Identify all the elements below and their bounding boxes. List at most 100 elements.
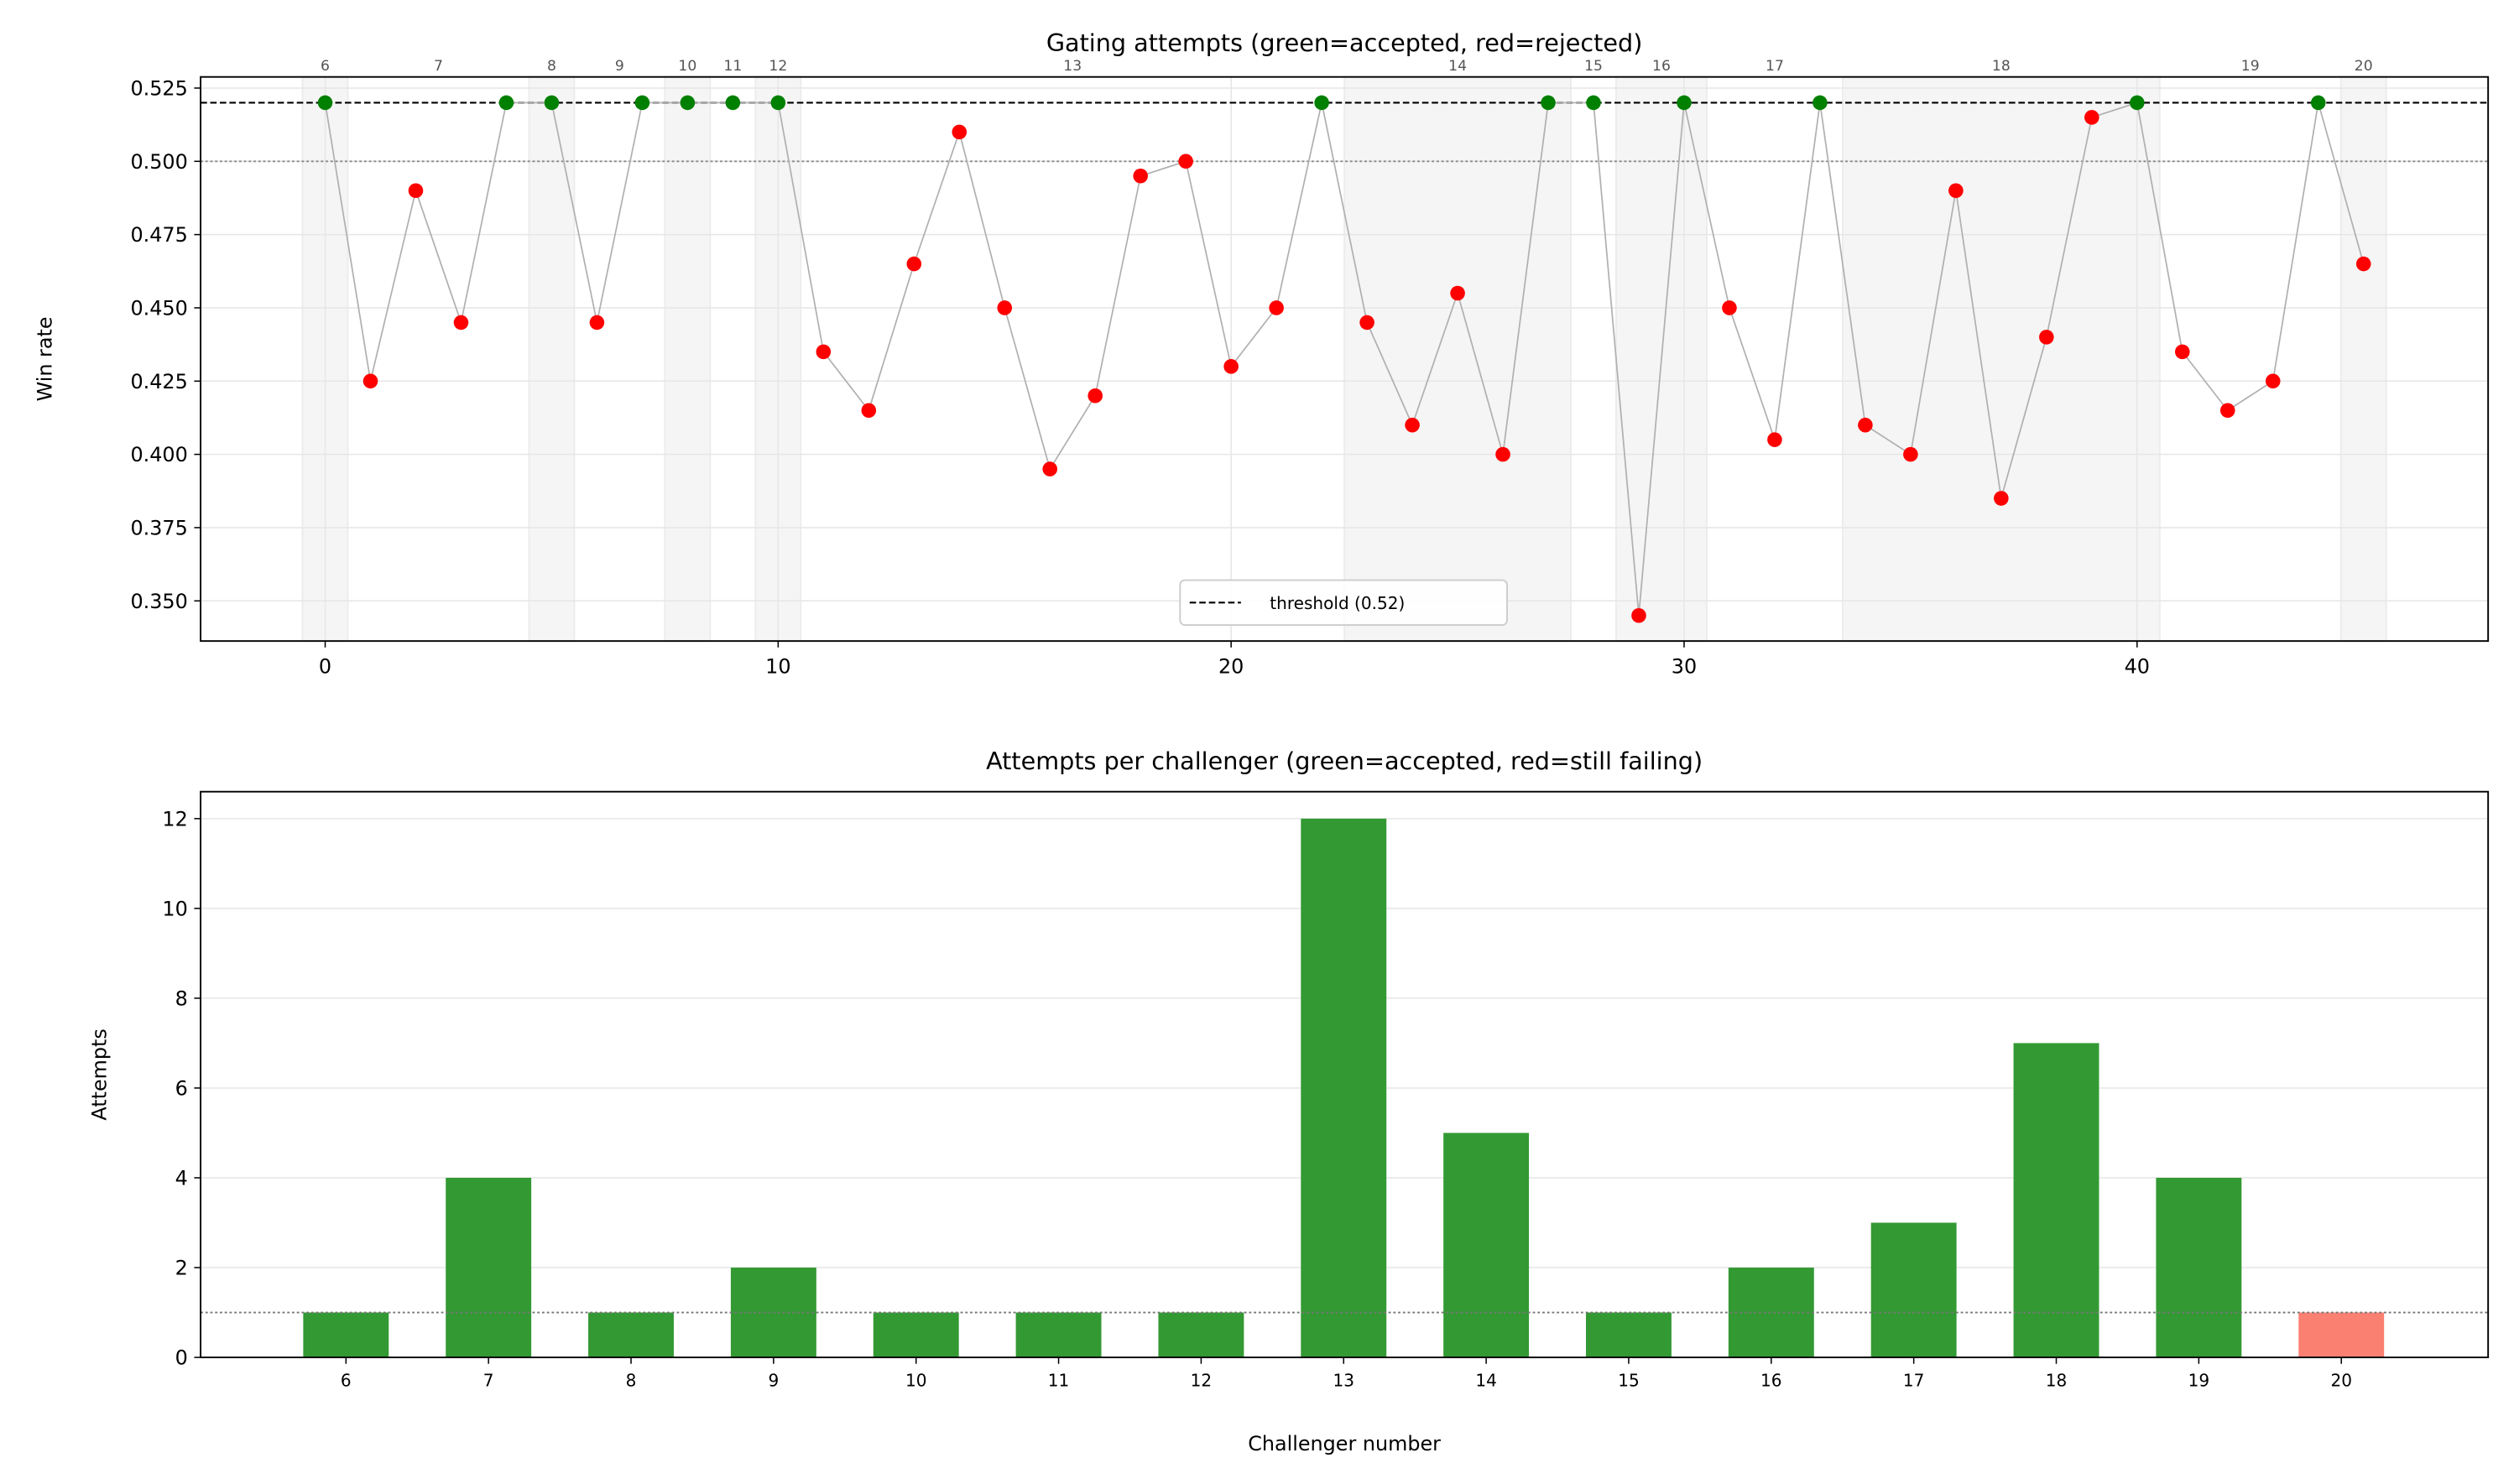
challenger-span-shade [2339,76,2387,643]
x-tick-label: 6 [341,1370,352,1390]
x-tick-label: 40 [2125,654,2150,678]
bar-challenger-7 [446,1177,532,1358]
rejected-point [1722,300,1737,315]
x-tick-label: 12 [1191,1370,1213,1390]
bar-challenger-20 [2298,1312,2385,1358]
x-tick-label: 14 [1475,1370,1497,1390]
rejected-point [1178,154,1193,169]
accepted-point [544,95,560,111]
bar-challenger-12 [1158,1312,1244,1358]
rejected-point [1948,183,1964,199]
x-tick-label: 10 [905,1370,927,1390]
challenger-span-shade [528,76,576,643]
challenger-span-label: 16 [1652,58,1671,75]
y-tick-label: 0.425 [130,370,187,393]
rejected-point [408,183,424,199]
rejected-point [2174,344,2190,360]
y-tick-label: 0.475 [130,223,187,247]
rejected-point [952,124,968,140]
challenger-span-label: 12 [769,58,787,75]
accepted-point [1586,95,1601,111]
rejected-point [861,403,877,419]
challenger-span-label: 8 [547,58,556,75]
attempt-line [324,102,2365,616]
challenger-span-label: 14 [1448,58,1467,75]
rejected-point [1133,168,1148,184]
x-tick-label: 11 [1048,1370,1070,1390]
challenger-span-label: 19 [2241,58,2260,75]
rejected-point [1223,359,1239,374]
y-tick-label: 0.375 [130,517,187,540]
legend-box [1179,579,1508,626]
x-tick-label: 18 [2046,1370,2068,1390]
challenger-span-shade [1841,76,2161,643]
x-tick-label: 20 [2330,1370,2352,1390]
rejected-point [1631,607,1646,623]
challenger-span-label: 18 [1992,58,2011,75]
accepted-point [498,95,514,111]
accepted-point [1541,95,1556,111]
challenger-span-shade [1343,76,1572,643]
rejected-point [1359,315,1374,331]
x-tick-label: 16 [1760,1370,1782,1390]
challenger-span-label: 10 [678,58,696,75]
y-tick-label: 0.525 [130,77,187,101]
rejected-point [906,256,922,272]
y-tick-label: 0 [175,1346,188,1370]
rejected-point [1450,285,1465,301]
x-tick-label: 0 [319,654,331,678]
accepted-point [1677,95,1692,111]
bar-challenger-16 [1728,1268,1814,1358]
x-tick-label: 19 [2188,1370,2210,1390]
rejected-point [2219,403,2235,419]
rejected-point [816,344,832,360]
x-tick-label: 30 [1672,654,1697,678]
rejected-point [1269,300,1284,315]
accepted-point [680,95,696,111]
challenger-span-label: 11 [723,58,742,75]
x-tick-label: 13 [1333,1370,1355,1390]
bar-challenger-15 [1586,1312,1672,1358]
rejected-point [1767,432,1782,447]
bar-challenger-8 [588,1312,674,1358]
y-tick-label: 0.450 [130,297,187,320]
y-tick-label: 8 [175,987,188,1011]
y-tick-label: 10 [162,897,187,920]
rejected-point [2084,110,2099,125]
accepted-point [317,95,333,111]
bar-challenger-18 [2013,1043,2099,1358]
rejected-point [362,373,378,389]
rejected-point [2355,256,2371,272]
accepted-point [2310,95,2326,111]
rejected-point [1858,417,1873,433]
challenger-span-label: 17 [1766,58,1784,75]
challenger-span-label: 7 [434,58,443,75]
bar-challenger-19 [2156,1177,2242,1358]
accepted-point [1812,95,1828,111]
x-tick-label: 17 [1903,1370,1925,1390]
accepted-point [770,95,786,111]
y-tick-label: 0.400 [130,443,187,466]
challenger-span-label: 13 [1063,58,1082,75]
accepted-point [725,95,741,111]
y-tick-label: 0.350 [130,590,187,613]
accepted-point [1314,95,1329,111]
challenger-span-label: 9 [615,58,624,75]
accepted-point [2130,95,2145,111]
rejected-point [1405,417,1420,433]
bar-challenger-11 [1015,1312,1102,1358]
challenger-span-label: 20 [2355,58,2373,75]
axes-frame [200,76,2490,643]
y-tick-label: 6 [175,1077,188,1101]
legend: threshold (0.52) [1179,579,1508,626]
chart-title: Gating attempts (green=accepted, red=rej… [1046,29,1643,57]
gating-attempts-chart: 0.350 0.375 0.400 0.425 0.450 0.475 0.500 0.525… [33,29,2490,678]
rejected-point [1994,491,2009,506]
rejected-point [997,300,1013,315]
y-tick-label: 12 [162,807,187,831]
rejected-point [453,315,469,331]
rejected-point [1042,461,1058,476]
x-tick-label: 15 [1618,1370,1640,1390]
x-axis-label: Challenger number [1248,1432,1441,1455]
